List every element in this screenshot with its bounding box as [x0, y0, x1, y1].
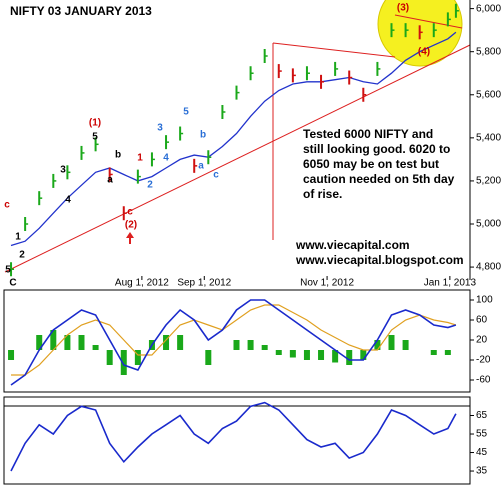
histogram-bar — [36, 335, 43, 350]
oscillator-line — [10, 401, 457, 472]
wave-label: 2 — [147, 180, 153, 191]
y-tick-label: 65 — [476, 410, 488, 421]
wave-label: c — [4, 200, 10, 211]
panel-frame — [3, 289, 471, 393]
histogram-bar — [78, 335, 85, 350]
y-tick-label: 5,800 — [476, 46, 501, 57]
y-tick-label: 100 — [476, 295, 493, 306]
trend-line — [4, 44, 471, 273]
x-tick-label: Sep 1, 2012 — [177, 278, 231, 289]
histogram-bar — [233, 340, 240, 350]
histogram-bar — [92, 345, 99, 350]
note-text: still looking good. 6020 to — [303, 142, 450, 156]
histogram-bar — [360, 350, 367, 360]
histogram-bar — [177, 335, 184, 350]
x-tick-label: Jan 1, 2013 — [424, 278, 477, 289]
y-tick-label: 35 — [476, 466, 488, 477]
histogram-bar — [346, 350, 353, 365]
link-text: www.viecapital.com — [295, 238, 410, 252]
note-text: caution needed on 5th day — [303, 172, 455, 186]
arrow — [126, 232, 134, 244]
wave-label: a — [198, 161, 204, 172]
wave-label: c — [127, 207, 133, 218]
y-tick-label: 5,200 — [476, 176, 501, 187]
note-text: 6050 may be on test but — [303, 157, 439, 171]
x-tick-label: Nov 1, 2012 — [300, 278, 354, 289]
histogram-bar — [205, 350, 212, 365]
histogram-bar — [374, 340, 381, 350]
note-text: of rise. — [303, 187, 342, 201]
wave-label: (2) — [125, 220, 137, 231]
histogram-bar — [163, 335, 170, 350]
histogram-bar — [444, 350, 451, 355]
wave-label: 4 — [65, 195, 71, 206]
histogram-bar — [303, 350, 310, 360]
histogram-bar — [332, 350, 339, 363]
histogram-bar — [50, 330, 57, 350]
histogram-bar — [247, 340, 254, 350]
wave-label: c — [213, 170, 219, 181]
wave-label: 1 — [15, 232, 21, 243]
wave-label: 5 — [92, 132, 98, 143]
histogram-bar — [430, 350, 437, 355]
note-text: Tested 6000 NIFTY and — [303, 127, 433, 141]
chart-title: NIFTY 03 JANUARY 2013 — [10, 4, 152, 18]
link-text: www.viecapital.blogspot.com — [295, 253, 464, 267]
y-tick-label: 55 — [476, 429, 488, 440]
signal-line — [11, 304, 457, 376]
y-tick-label: 5,600 — [476, 89, 501, 100]
y-tick-label: 60 — [476, 315, 488, 326]
histogram-bar — [318, 350, 325, 360]
wave-label: b — [115, 150, 121, 161]
y-tick-label: -20 — [476, 355, 491, 366]
wave-label: 3 — [157, 123, 163, 134]
histogram-bar — [120, 350, 127, 375]
y-tick-label: -60 — [476, 375, 491, 386]
wave-label: 5 — [183, 107, 189, 118]
histogram-bar — [64, 335, 71, 350]
wave-label: 1 — [137, 153, 143, 164]
wave-label: C — [9, 278, 16, 289]
histogram-bar — [134, 350, 141, 365]
oscillator-line — [10, 299, 457, 386]
histogram-bar — [402, 340, 409, 350]
histogram-bar — [8, 350, 15, 360]
wave-label: (4) — [418, 47, 430, 58]
y-tick-label: 4,800 — [476, 262, 501, 273]
wave-label: b — [200, 130, 206, 141]
wave-label: 5 — [5, 265, 11, 276]
histogram-bar — [106, 350, 113, 365]
histogram-bar — [289, 350, 296, 358]
y-tick-label: 45 — [476, 447, 488, 458]
trend-line — [272, 42, 396, 58]
y-tick-label: 5,000 — [476, 219, 501, 230]
average-line — [10, 31, 457, 247]
histogram-bar — [275, 350, 282, 355]
wave-label: (3) — [397, 3, 409, 14]
histogram-bar — [261, 345, 268, 350]
wave-label: 3 — [60, 165, 66, 176]
trend-line — [394, 14, 463, 29]
wave-label: (1) — [89, 118, 101, 129]
x-tick-label: Aug 1, 2012 — [115, 278, 169, 289]
wave-label: 4 — [163, 153, 169, 164]
wave-label: 2 — [19, 250, 25, 261]
wave-label: a — [107, 175, 113, 186]
histogram-bar — [388, 335, 395, 350]
y-tick-label: 5,400 — [476, 132, 501, 143]
panel-frame — [3, 396, 471, 485]
y-tick-label: 6,000 — [476, 3, 501, 14]
y-tick-label: 20 — [476, 335, 488, 346]
